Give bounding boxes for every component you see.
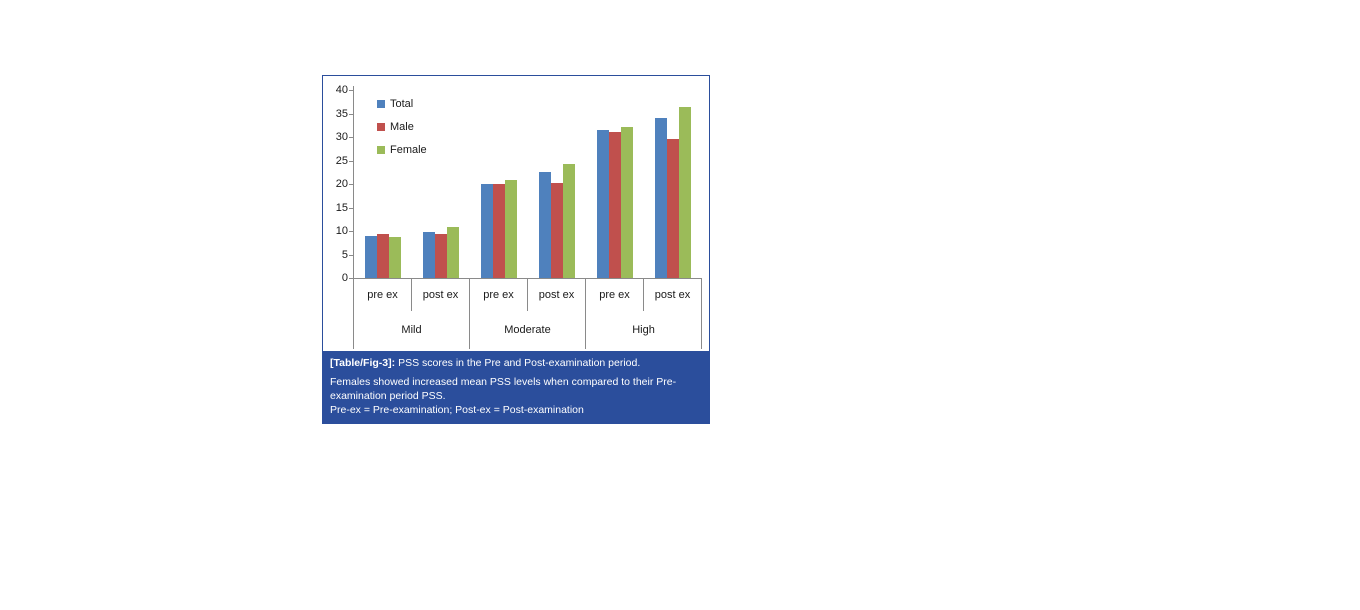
figure-caption: [Table/Fig-3]: PSS scores in the Pre and… <box>322 351 710 424</box>
bar-female-moderate-post-ex <box>563 163 575 278</box>
y-tick-mark-25 <box>349 160 353 162</box>
caption-heading: [Table/Fig-3]: PSS scores in the Pre and… <box>330 356 702 370</box>
y-tick-mark-0 <box>349 278 353 279</box>
y-tick-mark-30 <box>349 137 353 138</box>
bar-group-high-pre-ex <box>586 90 644 278</box>
group-label-moderate: Moderate <box>469 311 585 349</box>
bar-male-mild-post-ex <box>435 233 447 278</box>
caption-body: Females showed increased mean PSS levels… <box>330 376 677 402</box>
bar-male-high-post-ex <box>667 138 679 278</box>
y-tick-mark-40 <box>349 90 353 91</box>
y-tick-label-20: 20 <box>335 178 348 190</box>
y-tick-mark-35 <box>349 113 353 115</box>
bar-group-mild-pre-ex <box>354 90 412 278</box>
legend-swatch-male <box>377 123 385 131</box>
caption-tag: [Table/Fig-3]: <box>330 357 396 369</box>
bar-female-moderate-pre-ex <box>505 179 517 278</box>
caption-title: PSS scores in the Pre and Post-examinati… <box>398 357 641 369</box>
y-tick-mark-20 <box>349 184 353 185</box>
y-tick-mark-5 <box>349 254 353 256</box>
bar-male-moderate-pre-ex <box>493 184 505 278</box>
bar-male-high-pre-ex <box>609 131 621 278</box>
legend: Total Male Female <box>377 97 427 166</box>
caption-note: Pre-ex = Pre-examination; Post-ex = Post… <box>330 404 584 416</box>
legend-item-female: Female <box>377 143 427 157</box>
y-tick-mark-15 <box>349 207 353 209</box>
y-tick-label-10: 10 <box>335 225 348 237</box>
y-tick-label-40: 40 <box>335 84 348 96</box>
category-label-post-ex-3: post ex <box>527 278 585 311</box>
bar-total-moderate-post-ex <box>539 171 551 278</box>
bar-male-mild-pre-ex <box>377 234 389 278</box>
bar-group-mild-post-ex <box>412 90 470 278</box>
category-label-post-ex-1: post ex <box>411 278 469 311</box>
bar-group-moderate-pre-ex <box>470 90 528 278</box>
figure-table-fig-3: 0 5 10 15 20 25 30 35 40 Total Male Female pre ex p… <box>322 75 710 424</box>
plot-area <box>354 90 702 278</box>
category-label-pre-ex-0: pre ex <box>353 278 411 311</box>
y-tick-label-0: 0 <box>341 272 348 284</box>
bar-total-high-pre-ex <box>597 130 609 278</box>
y-tick-label-30: 30 <box>335 131 348 143</box>
category-axis: pre ex post ex pre ex post ex pre ex post ex … <box>353 278 702 349</box>
group-label-mild: Mild <box>353 311 469 349</box>
group-label-high: High <box>585 311 701 349</box>
bar-total-moderate-pre-ex <box>481 184 493 278</box>
y-tick-label-15: 15 <box>335 201 348 214</box>
legend-label-male: Male <box>390 121 414 133</box>
legend-item-total: Total <box>377 97 427 111</box>
legend-label-female: Female <box>390 144 427 156</box>
legend-label-total: Total <box>390 98 414 110</box>
bar-chart: 0 5 10 15 20 25 30 35 40 Total Male Female pre ex p… <box>322 75 710 351</box>
bar-total-mild-pre-ex <box>365 235 377 278</box>
bar-female-high-pre-ex <box>621 127 633 278</box>
bar-group-high-post-ex <box>644 90 702 278</box>
bar-female-mild-pre-ex <box>389 236 401 278</box>
y-tick-mark-10 <box>349 231 353 232</box>
category-label-post-ex-5: post ex <box>643 278 701 311</box>
legend-item-male: Male <box>377 120 427 134</box>
y-tick-label-5: 5 <box>341 248 348 261</box>
bar-total-mild-post-ex <box>423 231 435 278</box>
group-row: Mild Moderate High <box>353 311 702 349</box>
bar-female-high-post-ex <box>679 106 691 278</box>
legend-swatch-total <box>377 100 385 108</box>
bar-group-moderate-post-ex <box>528 90 586 278</box>
y-axis-line <box>353 86 354 278</box>
bar-male-moderate-post-ex <box>551 182 563 278</box>
y-tick-label-25: 25 <box>335 154 348 167</box>
category-label-pre-ex-4: pre ex <box>585 278 643 311</box>
bar-total-high-post-ex <box>655 118 667 278</box>
category-label-pre-ex-2: pre ex <box>469 278 527 311</box>
legend-swatch-female <box>377 146 385 154</box>
category-row: pre ex post ex pre ex post ex pre ex post ex <box>353 278 702 311</box>
bar-female-mild-post-ex <box>447 227 459 278</box>
y-tick-label-35: 35 <box>335 107 348 120</box>
